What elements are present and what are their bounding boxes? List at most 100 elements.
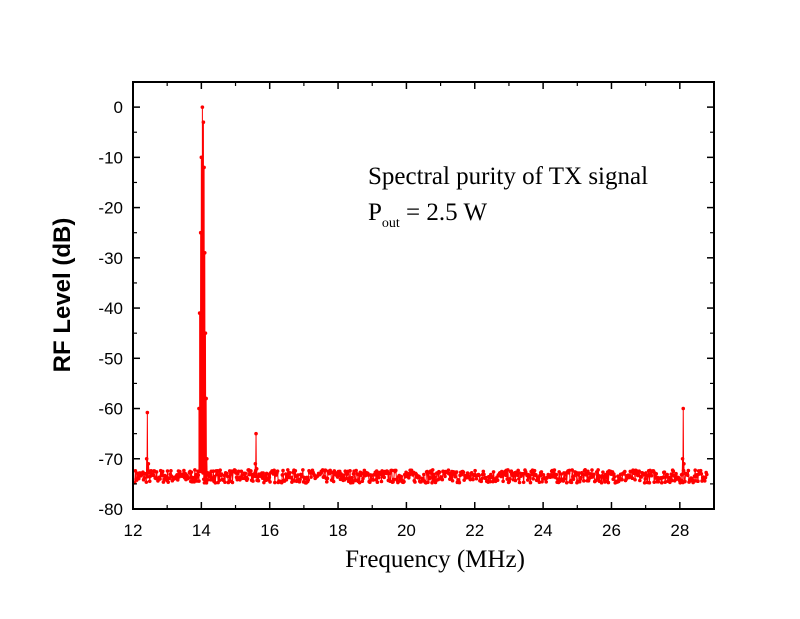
data-point xyxy=(323,468,328,472)
data-point xyxy=(680,456,685,461)
data-point xyxy=(462,478,466,482)
data-point xyxy=(528,480,533,485)
data-point xyxy=(577,471,581,475)
data-point xyxy=(202,165,206,170)
data-point xyxy=(682,461,686,466)
data-point xyxy=(612,472,616,476)
data-point xyxy=(249,469,253,473)
tick-layer: 12 14 16 18 20 22 24 26 28 0 -10 -20 -30 -40 -50 -60 -70… xyxy=(98,82,715,540)
data-point xyxy=(681,468,686,473)
data-point xyxy=(422,472,426,477)
data-point xyxy=(225,474,230,479)
data-point xyxy=(347,477,352,481)
x-tick-label: 18 xyxy=(329,521,348,540)
data-point xyxy=(201,471,205,475)
data-point xyxy=(517,480,522,485)
data-point xyxy=(586,469,590,474)
data-point xyxy=(217,478,222,483)
y-tick-label: -40 xyxy=(98,299,123,318)
data-point xyxy=(151,473,155,478)
data-point xyxy=(362,468,367,473)
x-tick-label: 22 xyxy=(465,521,484,540)
data-point xyxy=(361,476,365,481)
data-point xyxy=(642,481,647,485)
data-point xyxy=(198,230,203,235)
data-point xyxy=(581,479,586,483)
data-point xyxy=(652,480,656,484)
data-point xyxy=(426,480,430,485)
data-point xyxy=(325,476,330,481)
data-point xyxy=(189,470,194,474)
data-point xyxy=(375,480,380,484)
data-point xyxy=(461,470,466,475)
data-point xyxy=(504,473,508,478)
data-point xyxy=(437,470,442,475)
data-point xyxy=(440,477,445,482)
data-point xyxy=(703,475,708,480)
data-point xyxy=(521,480,526,485)
annotation-power-value: = 2.5 W xyxy=(400,199,488,226)
data-point xyxy=(656,480,661,484)
data-point xyxy=(457,480,462,485)
data-point xyxy=(513,478,518,483)
data-point xyxy=(481,469,486,474)
plot-frame xyxy=(132,81,715,510)
data-point xyxy=(339,472,343,476)
data-point xyxy=(662,470,667,474)
data-point xyxy=(581,472,585,477)
data-point xyxy=(583,468,587,472)
data-point xyxy=(394,468,398,473)
data-point xyxy=(262,480,266,485)
y-tick-label: 0 xyxy=(114,98,123,117)
data-point xyxy=(527,475,532,479)
data-point xyxy=(678,480,682,485)
data-point xyxy=(199,155,204,160)
data-point xyxy=(184,473,189,478)
data-point xyxy=(649,473,654,478)
data-point xyxy=(182,468,186,473)
data-point xyxy=(407,476,411,480)
data-point xyxy=(273,480,277,485)
data-point xyxy=(633,477,637,482)
data-point xyxy=(357,480,362,485)
data-point xyxy=(473,468,477,473)
x-tick-label: 14 xyxy=(192,521,211,540)
data-point xyxy=(251,479,255,483)
data-point xyxy=(453,474,458,479)
data-point xyxy=(659,480,664,485)
data-point xyxy=(471,477,475,482)
data-point xyxy=(166,480,170,484)
data-point xyxy=(399,474,404,479)
data-point xyxy=(512,474,516,478)
data-point xyxy=(324,480,329,484)
data-point xyxy=(517,477,521,481)
data-point xyxy=(702,479,707,483)
data-point xyxy=(197,311,202,315)
data-point xyxy=(623,469,627,474)
data-point xyxy=(253,461,258,466)
data-point xyxy=(467,474,472,479)
data-point xyxy=(161,480,166,484)
data-point xyxy=(379,479,384,484)
data-point xyxy=(477,473,482,478)
series-layer xyxy=(132,105,709,485)
data-point xyxy=(479,479,484,484)
data-point xyxy=(293,468,298,473)
data-point xyxy=(301,468,305,472)
data-point xyxy=(552,468,557,472)
data-point xyxy=(417,474,421,479)
data-point xyxy=(175,478,180,482)
data-point xyxy=(571,477,576,482)
data-point xyxy=(661,475,665,480)
data-point xyxy=(286,468,290,472)
data-point xyxy=(331,479,336,484)
data-point xyxy=(592,472,596,477)
data-point xyxy=(147,479,152,484)
data-point xyxy=(254,431,258,436)
y-tick-label: -70 xyxy=(98,450,123,469)
data-point xyxy=(474,476,479,481)
data-point xyxy=(245,477,250,481)
data-point xyxy=(508,477,512,481)
data-point xyxy=(145,474,150,479)
data-point xyxy=(516,468,520,473)
